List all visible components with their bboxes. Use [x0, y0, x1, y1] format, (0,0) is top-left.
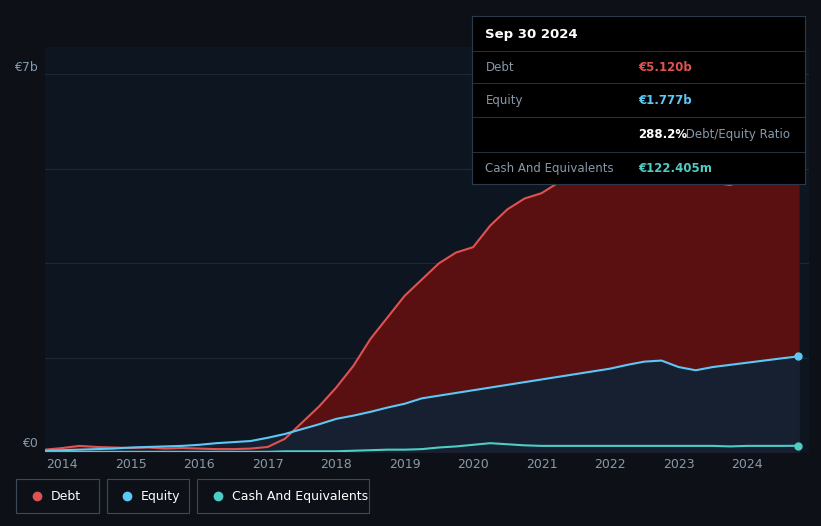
Text: 288.2%: 288.2% — [639, 128, 687, 141]
Text: Cash And Equivalents: Cash And Equivalents — [485, 161, 614, 175]
Text: €1.777b: €1.777b — [639, 94, 692, 107]
Text: Sep 30 2024: Sep 30 2024 — [485, 28, 578, 41]
Text: €122.405m: €122.405m — [639, 161, 712, 175]
Text: Debt: Debt — [485, 60, 514, 74]
Text: Equity: Equity — [141, 490, 181, 502]
Text: Cash And Equivalents: Cash And Equivalents — [232, 490, 368, 502]
Bar — [107, 479, 189, 513]
Text: Equity: Equity — [485, 94, 523, 107]
Text: Debt/Equity Ratio: Debt/Equity Ratio — [681, 128, 790, 141]
Bar — [197, 479, 369, 513]
Text: €7b: €7b — [14, 62, 38, 74]
Text: Debt: Debt — [51, 490, 81, 502]
Text: €0: €0 — [21, 437, 38, 450]
Bar — [16, 479, 99, 513]
Text: €5.120b: €5.120b — [639, 60, 692, 74]
